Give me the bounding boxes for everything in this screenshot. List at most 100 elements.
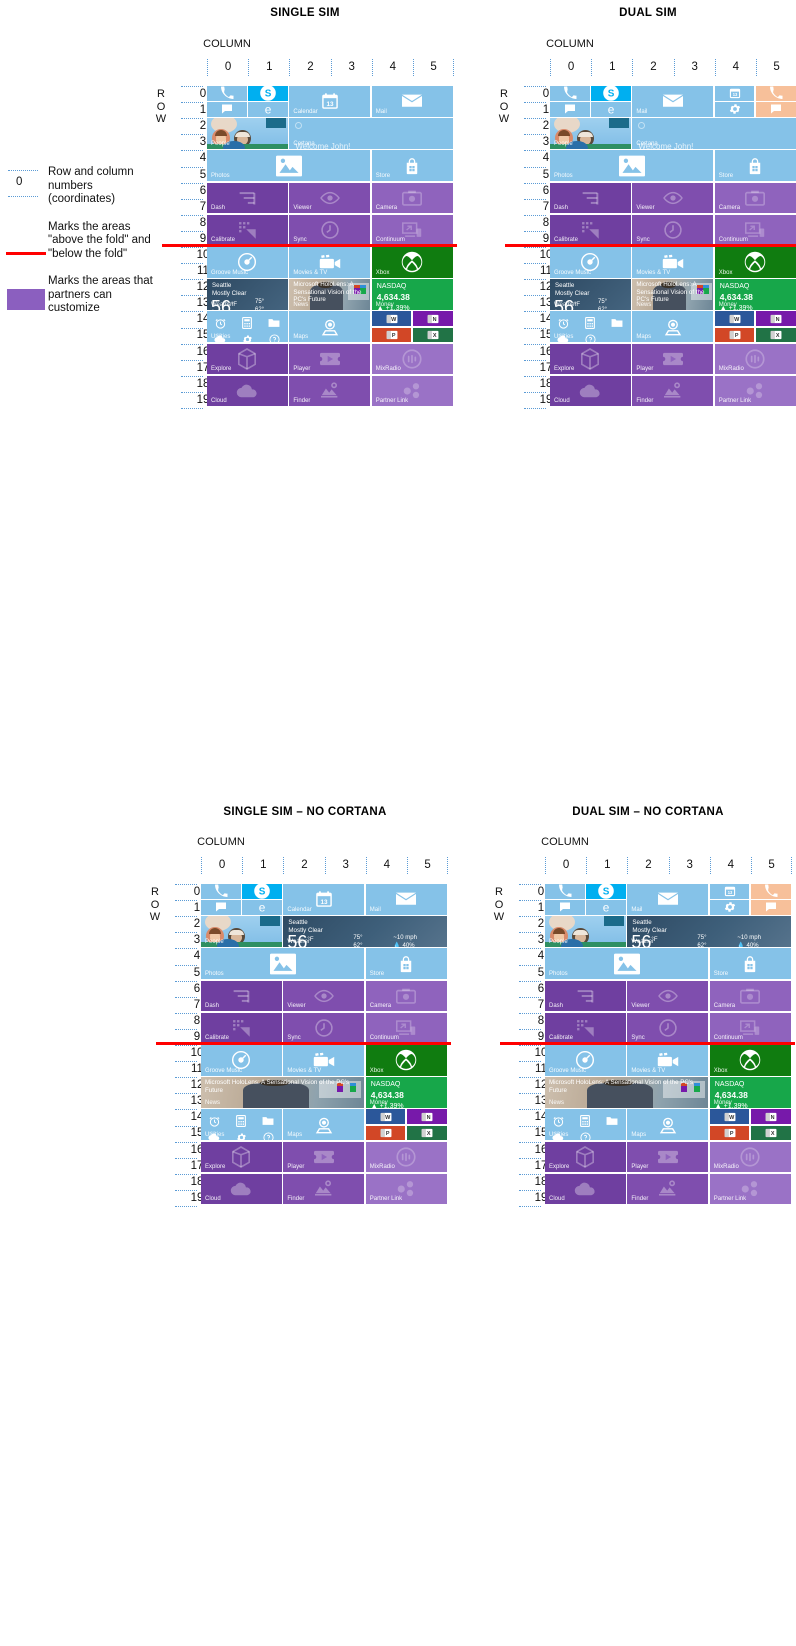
tile-skype[interactable]: S bbox=[242, 884, 282, 899]
tile-movies-tv[interactable]: Movies & TV bbox=[632, 247, 714, 278]
tile-messaging[interactable] bbox=[207, 102, 247, 117]
tile-edge[interactable]: e bbox=[591, 102, 631, 117]
tile-calendar[interactable]: 13 Calendar bbox=[289, 86, 371, 117]
tile-continuum[interactable]: Continuum bbox=[714, 214, 796, 246]
tile-store[interactable]: Store bbox=[714, 150, 796, 181]
tile-photos[interactable]: Photos bbox=[201, 948, 365, 979]
tile-weather-wide[interactable]: Seattle Mostly Clear 56°F 75° 62° ~10 mph 💧 40… bbox=[627, 916, 791, 947]
tile-store[interactable]: Store bbox=[365, 948, 447, 979]
tile-settings[interactable] bbox=[709, 900, 750, 915]
tile-messaging[interactable] bbox=[545, 900, 585, 915]
tile-mixradio[interactable]: MixRadio bbox=[371, 343, 453, 375]
tile-people[interactable]: People bbox=[201, 916, 282, 947]
tile-messaging-sim2[interactable] bbox=[756, 102, 796, 117]
tile-sync[interactable]: Sync bbox=[627, 1012, 709, 1044]
tile-cloud[interactable]: Cloud bbox=[545, 1173, 626, 1205]
tile-calendar-small[interactable]: 13 bbox=[714, 86, 755, 101]
tile-people[interactable]: People bbox=[207, 118, 288, 149]
tile-onenote[interactable]: N bbox=[751, 1109, 791, 1124]
tile-movies-tv[interactable]: Movies & TV bbox=[289, 247, 371, 278]
tile-cloud[interactable]: Cloud bbox=[201, 1173, 282, 1205]
tile-excel[interactable]: X bbox=[407, 1125, 447, 1140]
tile-movies-tv[interactable]: Movies & TV bbox=[283, 1045, 365, 1076]
tile-camera[interactable]: Camera bbox=[371, 182, 453, 214]
tile-news[interactable]: Microsoft HoloLens: A Sensational Vision… bbox=[632, 279, 714, 310]
tile-xbox[interactable]: Xbox bbox=[371, 247, 453, 278]
tile-skype[interactable]: S bbox=[591, 86, 631, 101]
tile-utilities[interactable]: Utilities bbox=[207, 311, 288, 342]
tile-phone[interactable] bbox=[545, 884, 585, 899]
tile-finder[interactable]: Finder bbox=[289, 375, 371, 407]
tile-word[interactable]: W bbox=[371, 311, 412, 326]
tile-maps[interactable]: Maps bbox=[289, 311, 371, 342]
tile-xbox[interactable]: Xbox bbox=[709, 1045, 791, 1076]
tile-movies-tv[interactable]: Movies & TV bbox=[627, 1045, 709, 1076]
tile-phone-sim2[interactable] bbox=[756, 86, 796, 101]
tile-maps[interactable]: Maps bbox=[632, 311, 714, 342]
tile-messaging[interactable] bbox=[550, 102, 590, 117]
tile-messaging-sim2[interactable] bbox=[751, 900, 791, 915]
tile-photos[interactable]: Photos bbox=[550, 150, 714, 181]
tile-powerpoint[interactable]: P bbox=[365, 1125, 406, 1140]
tile-utilities[interactable]: Utilities bbox=[545, 1109, 626, 1140]
tile-mail[interactable]: Mail bbox=[627, 884, 709, 915]
tile-excel[interactable]: X bbox=[751, 1125, 791, 1140]
tile-groove-music[interactable]: Groove Music bbox=[207, 247, 288, 278]
tile-weather-wide[interactable]: Seattle Mostly Clear 56°F 75° 62° ~10 mph 💧 40… bbox=[283, 916, 447, 947]
tile-news-wide[interactable]: Microsoft HoloLens: A Sensational Vision… bbox=[545, 1077, 709, 1108]
tile-sync[interactable]: Sync bbox=[283, 1012, 365, 1044]
tile-onenote[interactable]: N bbox=[407, 1109, 447, 1124]
tile-skype[interactable]: S bbox=[586, 884, 626, 899]
tile-calendar[interactable]: 13 Calendar bbox=[283, 884, 365, 915]
tile-viewer[interactable]: Viewer bbox=[627, 980, 709, 1012]
tile-photos[interactable]: Photos bbox=[207, 150, 371, 181]
tile-utilities[interactable]: Utilities bbox=[201, 1109, 282, 1140]
tile-store[interactable]: Store bbox=[709, 948, 791, 979]
tile-calibrate[interactable]: Calibrate bbox=[201, 1012, 282, 1044]
tile-finder[interactable]: Finder bbox=[627, 1173, 709, 1205]
tile-viewer[interactable]: Viewer bbox=[283, 980, 365, 1012]
tile-cloud[interactable]: Cloud bbox=[207, 375, 288, 407]
tile-viewer[interactable]: Viewer bbox=[632, 182, 714, 214]
tile-mixradio[interactable]: MixRadio bbox=[714, 343, 796, 375]
tile-groove-music[interactable]: Groove Music bbox=[550, 247, 631, 278]
tile-finder[interactable]: Finder bbox=[283, 1173, 365, 1205]
tile-onenote[interactable]: N bbox=[413, 311, 453, 326]
tile-partner-link[interactable]: Partner Link bbox=[371, 375, 453, 407]
tile-partner-link[interactable]: Partner Link bbox=[709, 1173, 791, 1205]
tile-cortana[interactable]: Welcome John!How can I help you today?Co… bbox=[289, 118, 453, 149]
tile-finder[interactable]: Finder bbox=[632, 375, 714, 407]
tile-store[interactable]: Store bbox=[371, 150, 453, 181]
tile-phone[interactable] bbox=[201, 884, 241, 899]
tile-maps[interactable]: Maps bbox=[283, 1109, 365, 1140]
tile-cloud[interactable]: Cloud bbox=[550, 375, 631, 407]
tile-excel[interactable]: X bbox=[413, 327, 453, 342]
tile-player[interactable]: Player bbox=[627, 1141, 709, 1173]
tile-xbox[interactable]: Xbox bbox=[714, 247, 796, 278]
tile-edge[interactable]: e bbox=[248, 102, 288, 117]
tile-dash[interactable]: Dash bbox=[207, 182, 288, 214]
tile-dash[interactable]: Dash bbox=[201, 980, 282, 1012]
tile-player[interactable]: Player bbox=[289, 343, 371, 375]
tile-powerpoint[interactable]: P bbox=[714, 327, 755, 342]
tile-explore[interactable]: Explore bbox=[201, 1141, 282, 1173]
tile-phone[interactable] bbox=[207, 86, 247, 101]
tile-partner-link[interactable]: Partner Link bbox=[714, 375, 796, 407]
tile-news-wide[interactable]: Microsoft HoloLens: A Sensational Vision… bbox=[201, 1077, 365, 1108]
tile-continuum[interactable]: Continuum bbox=[371, 214, 453, 246]
tile-utilities[interactable]: Utilities bbox=[550, 311, 631, 342]
tile-word[interactable]: W bbox=[709, 1109, 750, 1124]
tile-sync[interactable]: Sync bbox=[289, 214, 371, 246]
tile-onenote[interactable]: N bbox=[756, 311, 796, 326]
tile-excel[interactable]: X bbox=[756, 327, 796, 342]
tile-mixradio[interactable]: MixRadio bbox=[709, 1141, 791, 1173]
tile-edge[interactable]: e bbox=[242, 900, 282, 915]
tile-continuum[interactable]: Continuum bbox=[709, 1012, 791, 1044]
tile-messaging[interactable] bbox=[201, 900, 241, 915]
tile-powerpoint[interactable]: P bbox=[709, 1125, 750, 1140]
